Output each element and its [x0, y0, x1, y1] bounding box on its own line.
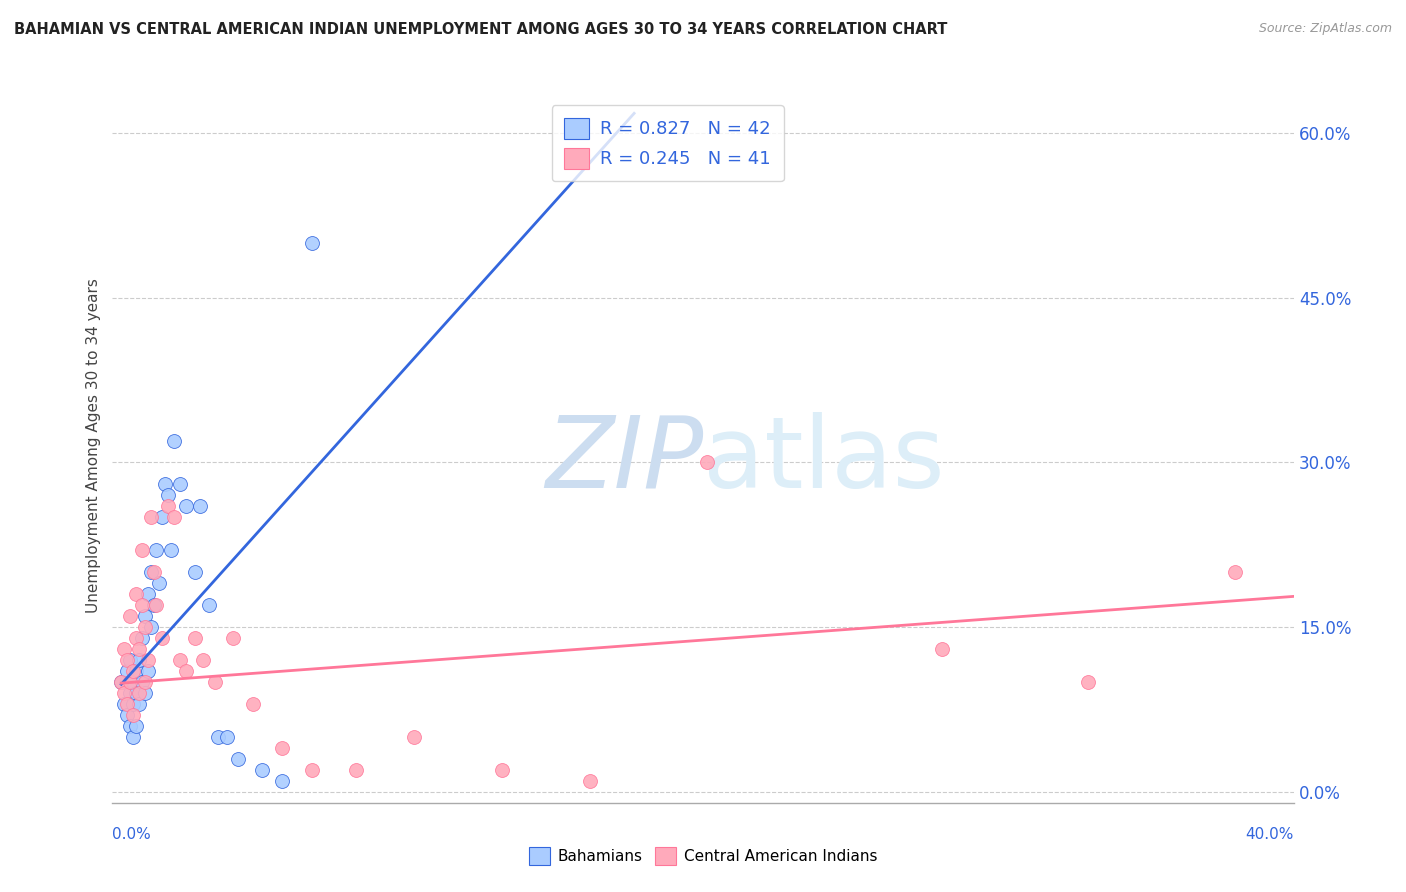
- Point: [193, 653, 215, 667]
- Point: [128, 686, 150, 700]
- Point: [148, 576, 170, 591]
- Point: [131, 675, 153, 690]
- Point: [169, 477, 191, 491]
- Point: [696, 455, 718, 469]
- Point: [134, 609, 156, 624]
- Point: [131, 543, 153, 558]
- Text: ZIP: ZIP: [544, 412, 703, 508]
- Point: [115, 664, 138, 678]
- Point: [125, 631, 148, 645]
- Point: [136, 653, 159, 667]
- Point: [131, 631, 153, 645]
- Point: [228, 752, 250, 766]
- Point: [207, 730, 229, 744]
- Point: [163, 510, 186, 524]
- Point: [491, 763, 513, 777]
- Point: [271, 773, 294, 788]
- Point: [120, 719, 142, 733]
- Point: [134, 675, 156, 690]
- Text: Source: ZipAtlas.com: Source: ZipAtlas.com: [1258, 22, 1392, 36]
- Point: [160, 543, 183, 558]
- Point: [136, 587, 159, 601]
- Point: [142, 566, 165, 580]
- Text: 0.0%: 0.0%: [112, 827, 152, 841]
- Point: [1077, 675, 1099, 690]
- Point: [139, 566, 162, 580]
- Point: [150, 510, 173, 524]
- Point: [150, 631, 173, 645]
- Point: [301, 763, 323, 777]
- Point: [301, 235, 323, 250]
- Point: [110, 675, 132, 690]
- Point: [115, 708, 138, 723]
- Point: [183, 566, 205, 580]
- Point: [136, 664, 159, 678]
- Point: [204, 675, 226, 690]
- Point: [221, 631, 243, 645]
- Point: [131, 598, 153, 612]
- Point: [174, 500, 197, 514]
- Point: [174, 664, 197, 678]
- Point: [169, 653, 191, 667]
- Point: [128, 642, 150, 657]
- Point: [125, 664, 148, 678]
- Point: [112, 697, 135, 711]
- Point: [122, 664, 145, 678]
- Point: [125, 686, 148, 700]
- Point: [145, 598, 167, 612]
- Point: [120, 653, 142, 667]
- Point: [120, 686, 142, 700]
- Point: [134, 620, 156, 634]
- Point: [122, 697, 145, 711]
- Point: [931, 642, 953, 657]
- Point: [404, 730, 426, 744]
- Point: [122, 730, 145, 744]
- Point: [122, 708, 145, 723]
- Point: [134, 686, 156, 700]
- Point: [157, 488, 180, 502]
- Text: BAHAMIAN VS CENTRAL AMERICAN INDIAN UNEMPLOYMENT AMONG AGES 30 TO 34 YEARS CORRE: BAHAMIAN VS CENTRAL AMERICAN INDIAN UNEM…: [14, 22, 948, 37]
- Point: [198, 598, 221, 612]
- Point: [125, 587, 148, 601]
- Point: [271, 740, 294, 755]
- Point: [120, 609, 142, 624]
- Point: [190, 500, 212, 514]
- Point: [122, 675, 145, 690]
- Point: [128, 697, 150, 711]
- Point: [215, 730, 238, 744]
- Point: [115, 653, 138, 667]
- Point: [110, 675, 132, 690]
- Text: 40.0%: 40.0%: [1246, 827, 1294, 841]
- Point: [112, 686, 135, 700]
- Point: [142, 598, 165, 612]
- Point: [128, 653, 150, 667]
- Point: [155, 477, 177, 491]
- Point: [115, 697, 138, 711]
- Point: [145, 543, 167, 558]
- Legend: Bahamians, Central American Indians: Bahamians, Central American Indians: [523, 841, 883, 871]
- Point: [242, 697, 264, 711]
- Text: atlas: atlas: [703, 412, 945, 508]
- Point: [139, 620, 162, 634]
- Point: [157, 500, 180, 514]
- Point: [112, 642, 135, 657]
- Legend: R = 0.827   N = 42, R = 0.245   N = 41: R = 0.827 N = 42, R = 0.245 N = 41: [551, 105, 783, 181]
- Point: [139, 510, 162, 524]
- Point: [163, 434, 186, 448]
- Point: [183, 631, 205, 645]
- Point: [344, 763, 367, 777]
- Point: [120, 675, 142, 690]
- Point: [250, 763, 273, 777]
- Point: [579, 773, 602, 788]
- Point: [125, 719, 148, 733]
- Y-axis label: Unemployment Among Ages 30 to 34 years: Unemployment Among Ages 30 to 34 years: [86, 278, 101, 614]
- Point: [1223, 566, 1246, 580]
